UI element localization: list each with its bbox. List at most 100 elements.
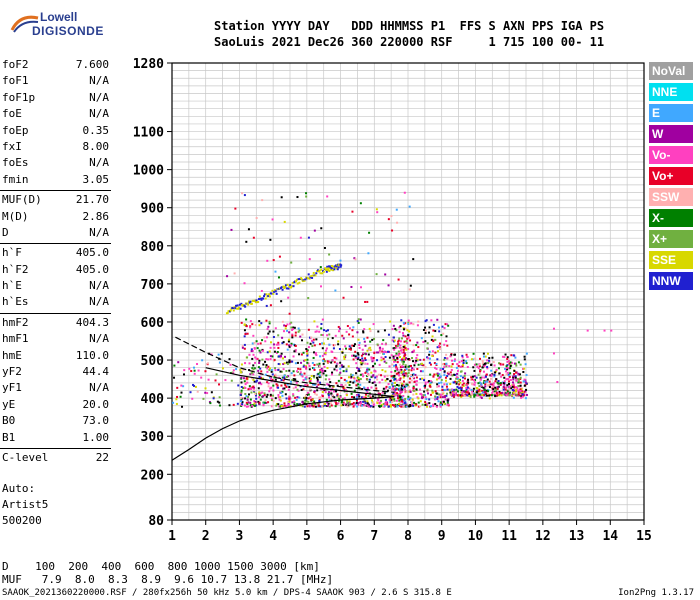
echo-point (419, 388, 422, 391)
echo-point (517, 380, 520, 383)
echo-point (524, 363, 527, 366)
echo-point (403, 400, 406, 403)
echo-point (435, 392, 438, 395)
echo-point (441, 393, 444, 396)
echo-point (326, 337, 329, 340)
echo-point (355, 372, 358, 375)
echo-point (380, 374, 383, 377)
echo-point (372, 374, 375, 377)
echo-point (275, 292, 278, 295)
echo-point (322, 362, 325, 365)
echo-point (300, 389, 303, 392)
echo-point (277, 346, 280, 349)
echo-point (312, 405, 315, 408)
echo-point (388, 398, 391, 401)
echo-point (435, 367, 438, 370)
echo-point (328, 267, 331, 270)
echo-point (453, 391, 456, 394)
echo-point (513, 373, 516, 376)
echo-point (309, 377, 312, 380)
echo-point (432, 329, 435, 332)
echo-point (404, 365, 407, 368)
echo-point (441, 396, 444, 399)
echo-point (471, 378, 474, 381)
echo-point (412, 387, 415, 390)
echo-point (355, 356, 358, 359)
echo-point (446, 403, 449, 406)
echo-point (436, 318, 439, 321)
echo-point (255, 397, 258, 400)
auto-version: 500200 (2, 514, 42, 527)
echo-point (404, 402, 407, 405)
echo-point (284, 355, 287, 358)
echo-point (336, 393, 339, 396)
echo-point (414, 361, 417, 364)
echo-point (350, 373, 353, 376)
echo-point (402, 334, 405, 337)
echo-point (368, 347, 371, 350)
echo-point (379, 351, 382, 354)
echo-point (251, 342, 254, 345)
echo-point (520, 394, 523, 397)
echo-point (403, 355, 406, 358)
echo-point (346, 405, 349, 408)
echo-point (501, 381, 504, 384)
echo-point (523, 378, 526, 381)
echo-point (431, 389, 434, 392)
echo-point (394, 327, 397, 330)
echo-point (283, 376, 286, 379)
echo-point (508, 362, 511, 365)
echo-point (465, 391, 468, 394)
echo-point (412, 368, 415, 371)
echo-point (362, 359, 365, 362)
echo-point (261, 391, 264, 394)
echo-point (327, 392, 330, 395)
echo-point (250, 391, 253, 394)
echo-point (398, 399, 401, 402)
echo-point (439, 396, 442, 399)
echo-point (341, 366, 344, 369)
echo-point (321, 371, 324, 374)
echo-point (402, 371, 405, 374)
echo-point (245, 240, 248, 243)
echo-point (244, 381, 247, 384)
echo-point (482, 352, 485, 355)
echo-point (377, 395, 380, 398)
echo-point (416, 354, 419, 357)
isolated-echo-point (586, 329, 589, 332)
echo-point (335, 365, 338, 368)
echo-point (330, 404, 333, 407)
echo-point (477, 390, 480, 393)
echo-point (280, 379, 283, 382)
echo-point (337, 343, 340, 346)
param-value: 8.00 (82, 139, 110, 153)
echo-point (446, 401, 449, 404)
echo-point (401, 347, 404, 350)
echo-point (361, 404, 364, 407)
echo-point (466, 365, 469, 368)
echo-point (274, 369, 277, 372)
echo-point (399, 356, 402, 359)
echo-point (229, 363, 232, 366)
echo-point (267, 382, 270, 385)
echo-point (397, 339, 400, 342)
echo-point (323, 360, 326, 363)
echo-point (305, 192, 308, 195)
echo-point (236, 402, 239, 405)
echo-point (395, 372, 398, 375)
echo-point (275, 375, 278, 378)
echo-point (429, 381, 432, 384)
echo-point (353, 257, 356, 260)
echo-point (375, 387, 378, 390)
echo-point (405, 368, 408, 371)
echo-point (419, 370, 422, 373)
echo-point (245, 395, 248, 398)
echo-point (466, 390, 469, 393)
echo-point (240, 321, 243, 324)
echo-point (268, 295, 271, 298)
echo-point (453, 388, 456, 391)
echo-point (515, 379, 518, 382)
echo-point (298, 281, 301, 284)
echo-point (421, 403, 424, 406)
echo-point (331, 337, 334, 340)
